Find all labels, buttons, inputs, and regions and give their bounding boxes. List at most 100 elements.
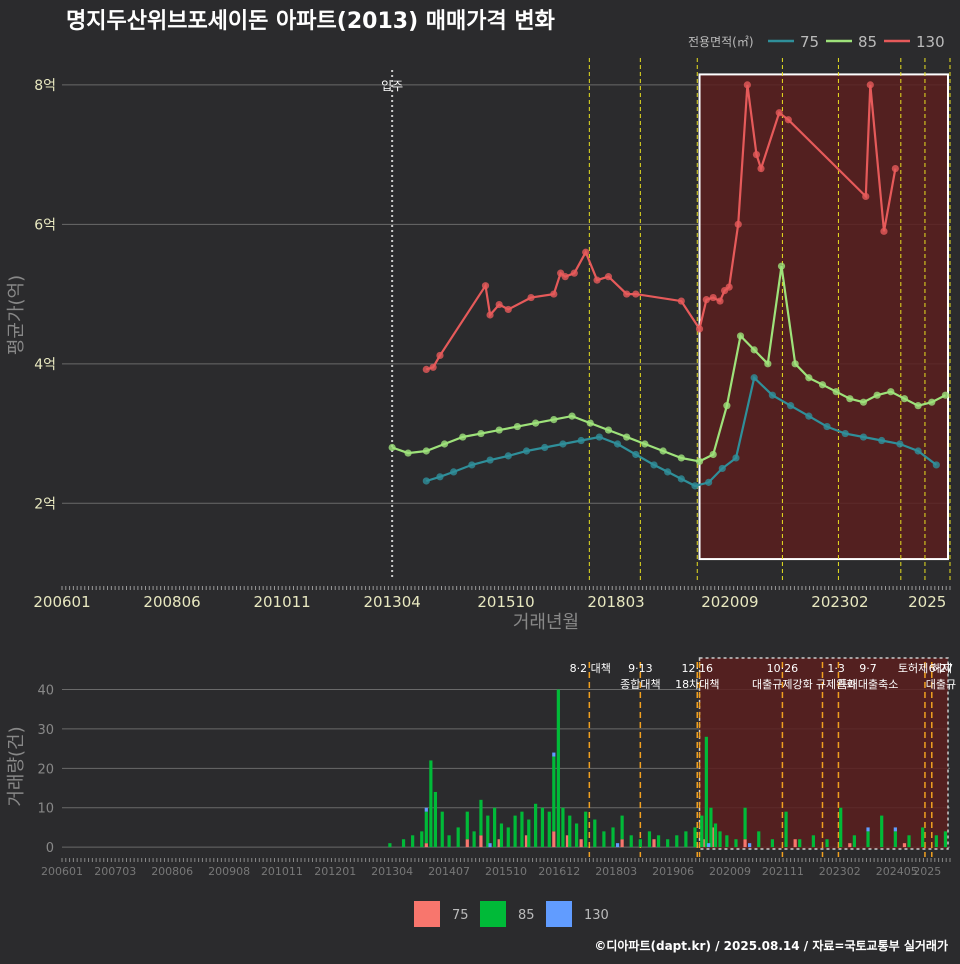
- series-point-85: [859, 398, 868, 406]
- policy-label: 18차대책: [675, 678, 719, 691]
- volume-bar-85: [552, 756, 556, 832]
- series-point-75: [732, 454, 740, 462]
- series-point-85: [477, 429, 485, 438]
- series-point-85: [422, 447, 430, 455]
- volume-xtick-label: 201906: [652, 865, 694, 878]
- series-point-85: [623, 433, 631, 441]
- volume-bar-85: [574, 823, 579, 848]
- series-point-85: [495, 426, 503, 434]
- policy-label: 12·16: [682, 662, 714, 675]
- price-ylabel: 평균가(억): [6, 275, 27, 355]
- volume-bar-85: [693, 827, 697, 848]
- series-point-130: [709, 293, 717, 302]
- series-point-130: [486, 311, 494, 319]
- volume-legend-label-75: 75: [452, 908, 469, 923]
- volume-bar-75: [902, 843, 907, 848]
- series-point-75: [859, 433, 868, 441]
- price-xlabel: 거래년월: [513, 612, 579, 633]
- volume-bar-85: [513, 815, 517, 848]
- volume-bar-85: [839, 807, 843, 848]
- series-point-85: [777, 262, 786, 270]
- volume-xtick-label: 200601: [41, 865, 83, 878]
- series-point-130: [716, 297, 724, 305]
- policy-label: 10·26: [767, 662, 799, 675]
- volume-bar-85: [440, 811, 444, 848]
- policy-label: 특례대출축소: [838, 678, 899, 691]
- volume-bar-85: [401, 839, 406, 848]
- volume-bar-75: [424, 843, 428, 848]
- volume-bar-85: [411, 835, 415, 848]
- price-xtick-label: 202302: [811, 593, 868, 611]
- volume-bar-85: [584, 811, 588, 848]
- volume-bar-85: [852, 835, 856, 848]
- volume-bar-75: [793, 839, 797, 848]
- price-ytick-label: 2억: [34, 496, 56, 512]
- price-xtick-label: 202009: [701, 593, 758, 611]
- price-legend-label-85: 85: [858, 33, 877, 51]
- volume-legend-label-85: 85: [518, 908, 535, 923]
- series-point-130: [891, 164, 899, 173]
- policy-label: 토허제 해제: [898, 661, 952, 675]
- volume-bar-85: [620, 815, 624, 840]
- series-point-130: [550, 290, 558, 298]
- series-point-75: [632, 450, 640, 459]
- series-point-130: [570, 269, 578, 277]
- volume-bar-85: [784, 811, 788, 848]
- policy-label: 9·7: [859, 662, 877, 675]
- volume-ytick-label: 20: [37, 762, 54, 777]
- series-point-75: [823, 422, 831, 431]
- legends: 전용면적(㎡) 75 85 130 75 85 130: [414, 33, 945, 927]
- series-point-130: [623, 290, 631, 298]
- price-ytick-label: 6억: [34, 217, 56, 233]
- series-point-85: [586, 419, 594, 427]
- price-panel: 2억 4억 6억 8억 입주 200601 200806 201011 201304 201510…: [6, 58, 951, 633]
- volume-bar-85: [493, 807, 497, 848]
- series-point-75: [559, 440, 567, 448]
- policy-label: 규제완화: [816, 678, 856, 691]
- volume-xtick-label: 201612: [538, 865, 580, 878]
- series-point-85: [928, 398, 936, 406]
- series-point-85: [900, 395, 909, 403]
- volume-bar-85: [388, 843, 392, 848]
- volume-bar-85: [433, 791, 438, 848]
- volume-bar-85: [684, 831, 688, 848]
- series-point-85: [695, 457, 704, 466]
- series-point-75: [577, 436, 585, 445]
- volume-bar-85: [456, 827, 460, 848]
- volume-bar-85: [718, 831, 722, 848]
- price-xtick-label: 201510: [477, 593, 534, 611]
- volume-legend-swatch-75: [414, 901, 440, 927]
- volume-bar-130: [615, 843, 620, 848]
- volume-bar-85: [798, 839, 802, 848]
- series-point-85: [659, 447, 667, 455]
- series-point-75: [613, 440, 622, 448]
- volume-xtick-label: 2025: [913, 865, 941, 878]
- volume-bar-85: [561, 807, 565, 848]
- policy-label: 1·3: [827, 662, 845, 675]
- volume-bar-85: [429, 760, 433, 848]
- series-point-85: [709, 450, 717, 459]
- volume-bar-75: [702, 839, 706, 848]
- price-legend-title: 전용면적(㎡): [688, 35, 754, 49]
- series-point-85: [764, 360, 772, 368]
- volume-bar-130: [488, 843, 492, 848]
- series-point-85: [805, 374, 813, 382]
- series-line-130: [425, 84, 897, 371]
- volume-bar-85: [880, 815, 884, 848]
- volume-bar-85: [602, 831, 606, 848]
- series-point-75: [450, 468, 458, 476]
- series-point-75: [718, 464, 726, 473]
- price-ytick-label: 4억: [34, 357, 56, 373]
- volume-panel: 0 10 20 30 40 8·2 대책 9·13 종합대책 12·16 18차대책 10·26 대출…: [6, 657, 956, 878]
- series-point-75: [841, 429, 849, 438]
- series-point-130: [702, 296, 710, 304]
- series-point-130: [582, 248, 590, 256]
- volume-bar-75: [848, 843, 852, 848]
- volume-bar-85: [465, 811, 469, 840]
- volume-bar-75: [565, 835, 570, 848]
- series-point-85: [791, 360, 799, 368]
- series-point-85: [532, 419, 540, 427]
- volume-bar-85: [547, 811, 551, 848]
- volume-bar-85: [556, 689, 560, 848]
